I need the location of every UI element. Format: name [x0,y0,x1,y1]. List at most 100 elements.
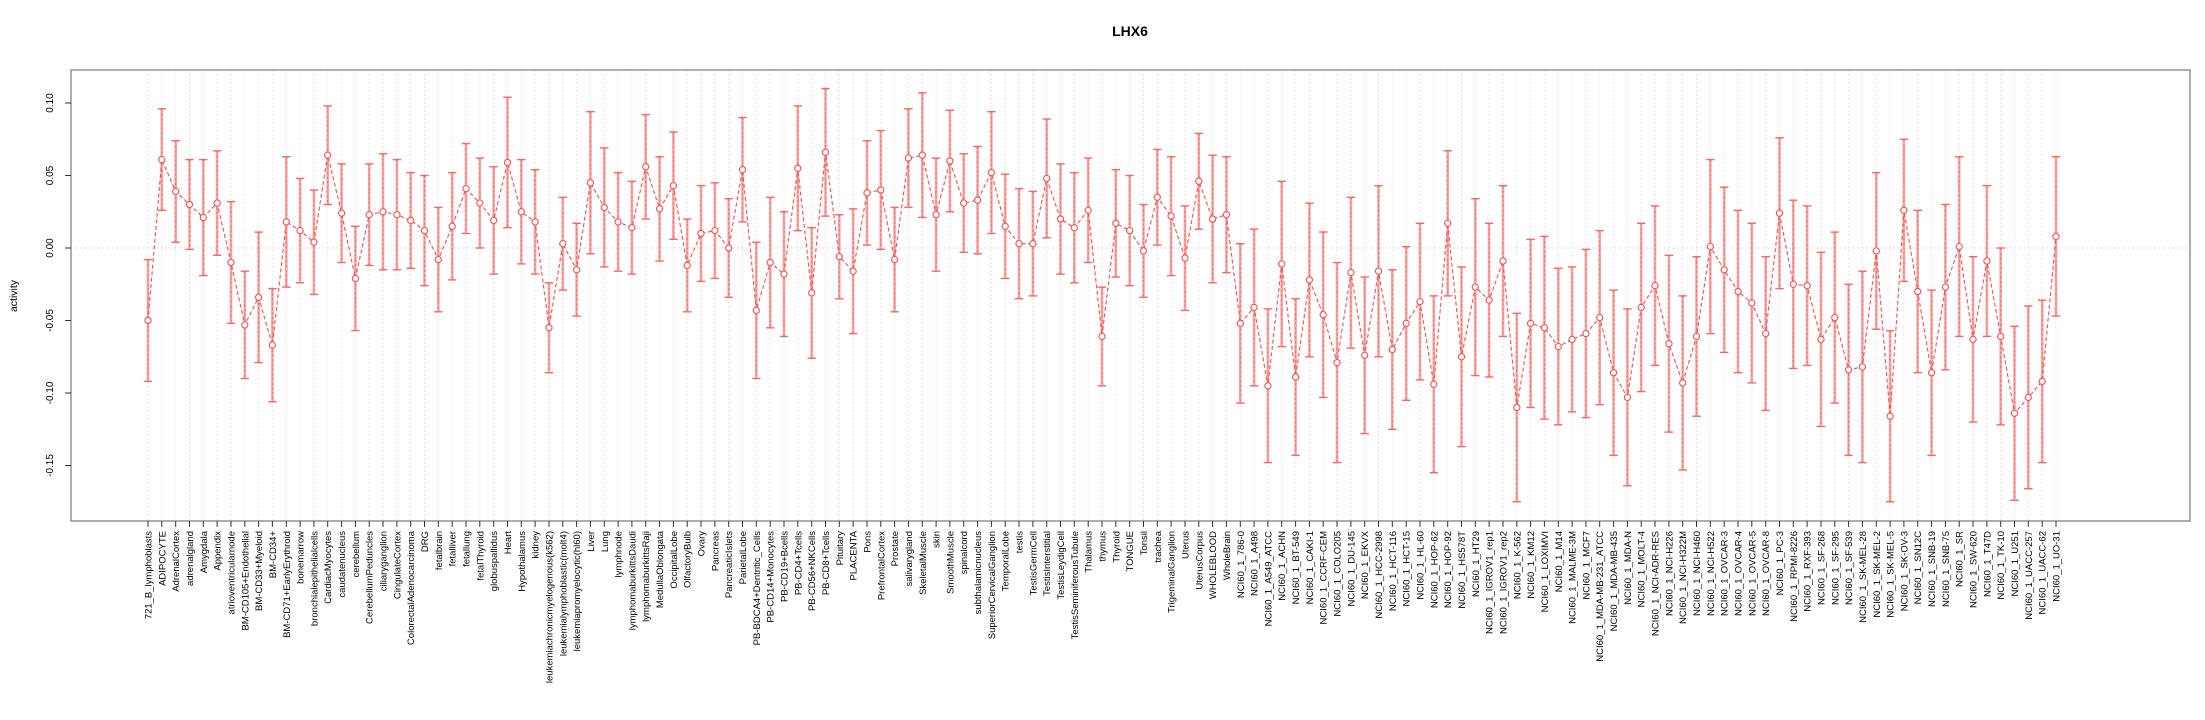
data-point [1526,319,1535,328]
x-tick-label: MedullaOblongata [655,530,666,608]
data-point [144,316,152,325]
x-tick-label: ADIPOCYTE [157,531,168,586]
data-point [1596,313,1604,322]
x-tick-label: NCI60_1_ACHN [1277,531,1288,601]
data-point [932,211,940,219]
data-point [1623,393,1632,402]
x-tick-label: thymus [1098,531,1109,562]
x-tick-label: NCI60_1_HS578T [1457,531,1468,609]
x-tick-label: NCI60_1_SW-620 [1969,531,1980,608]
x-tick-label: NCI60_1_SN12C [1913,531,1924,605]
x-tick-label: NCI60_1_IGROV1_rep1 [1485,531,1496,634]
data-point [213,199,221,207]
data-point [462,184,470,193]
x-tick-label: Pituitary [835,531,846,566]
x-tick-label: NCI60_1_A549_ATCC [1263,531,1274,627]
x-tick-label: NCI60_1_HT29 [1471,531,1482,597]
x-tick-label: TestisLeydigCell [1056,531,1067,600]
svg-text:-0.10: -0.10 [45,381,56,404]
data-point [766,258,774,267]
x-tick-label: TestisInterstitial [1042,531,1053,596]
data-point [310,238,318,246]
data-point [946,157,954,165]
data-point [1208,215,1217,223]
x-tick-label: ciliaryganglion [379,531,390,591]
data-point [1056,215,1065,223]
data-point [227,258,235,267]
data-point [918,151,926,159]
x-tick-label: BM-CD105+Endothelial [240,531,251,631]
x-tick-label: NCI60_1_OVCAR-4 [1734,531,1745,616]
data-point [960,199,968,207]
x-tick-label: NCI60_1_M14 [1554,531,1565,592]
data-point [185,200,194,209]
x-tick-label: NCI60_1_SK-MEL-5 [1886,531,1897,618]
x-tick-label: TestisGermCell [1028,531,1039,595]
data-point [1388,345,1396,354]
data-point [1291,373,1300,381]
data-point [1043,174,1051,183]
x-tick-label: CardiacMyocytes [323,531,334,604]
data-point [1582,329,1590,338]
data-point [296,226,304,235]
data-point [614,218,622,226]
data-point [1803,282,1811,290]
data-point [1983,257,1991,265]
x-tick-label: NCI60_1_HCT-116 [1388,531,1399,611]
data-point [904,154,913,162]
x-tick-label: Ovary [697,531,708,557]
x-tick-label: NCI60_1_HCT-15 [1402,531,1413,607]
data-point [268,341,277,349]
x-tick-label: NCI60_1_HL-60 [1416,531,1427,600]
x-tick-label: NCI60_1_COLO205 [1333,531,1344,617]
svg-text:-0.15: -0.15 [45,454,56,477]
x-tick-label: NCI60_1_SR [1955,531,1966,587]
x-tick-label: PB-CD4+Tcells [793,531,804,595]
x-tick-label: NCI60_1_UACC-257 [2024,531,2035,620]
x-tick-label: salivarygland [904,531,915,586]
data-point [877,186,885,194]
x-tick-label: NCI60_1_HOP-62 [1429,531,1440,608]
x-tick-label: CingulateCortex [392,531,403,599]
data-point [1084,206,1092,214]
data-point [669,182,678,190]
data-point [1112,219,1120,227]
x-tick-label: BM-CD34+ [268,531,279,579]
x-tick-label: NCI60_1_MDA-MB-231_ATCC [1595,531,1606,662]
x-tick-label: NCI60_1_SK-MEL-2 [1872,531,1883,618]
data-point [1430,380,1438,388]
data-point [448,222,456,230]
data-point [503,158,512,167]
data-point [379,208,387,216]
x-tick-label: NCI60_1_SF-539 [1844,531,1855,605]
data-point [1706,242,1714,251]
x-tick-label: Pons [863,531,874,553]
data-point [1499,257,1507,265]
data-point [337,209,346,217]
x-tick-label: NCI60_1_RXF-393 [1803,531,1814,612]
x-tick-label: spinalcord [959,531,970,574]
data-point [1139,247,1148,255]
data-point [849,267,857,275]
x-tick-label: NCI60_1_MALME-3M [1568,531,1579,624]
x-tick-label: Lung [600,531,611,552]
data-point [1333,358,1341,367]
data-point [1734,287,1742,296]
x-tick-label: ColorectalAdenocarcinoma [406,530,417,645]
data-point [1153,193,1161,201]
data-point [282,218,290,226]
data-point [863,189,871,197]
x-tick-label: Pancreas [710,531,721,571]
x-tick-label: WHOLEBLOOD [1208,531,1219,599]
data-point [1637,303,1645,312]
x-tick-label: kidney [531,531,542,559]
data-point [1762,329,1770,338]
data-point [1692,332,1701,341]
data-point [407,216,415,225]
data-point [545,324,553,332]
x-tick-label: WholeBrain [1222,531,1233,580]
data-point [1789,280,1797,288]
x-tick-label: UterusCorpus [1194,531,1205,590]
x-tick-label: NCI60_1_MOLT-4 [1637,531,1648,607]
